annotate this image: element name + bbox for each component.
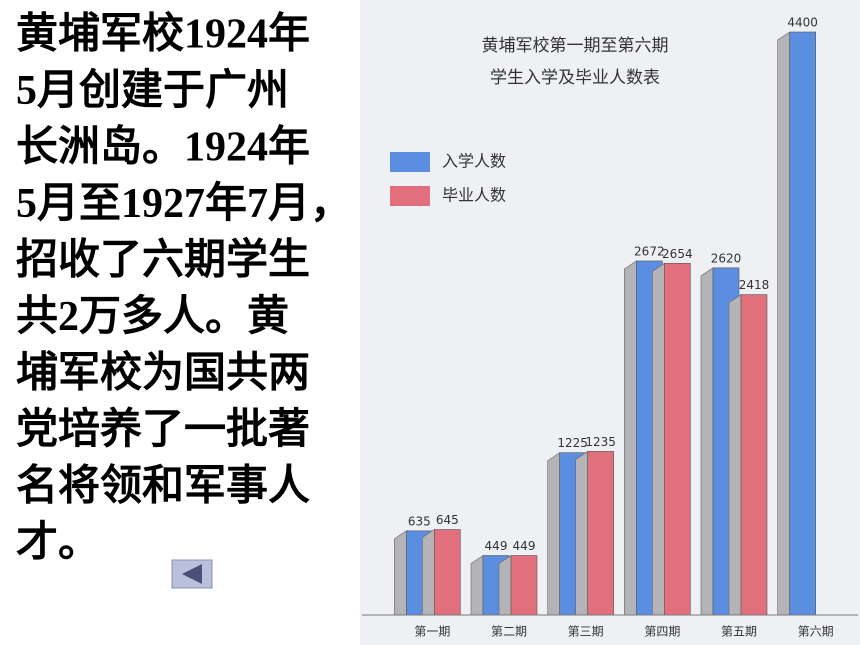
back-button-arrow[interactable]	[182, 564, 202, 584]
bar	[664, 263, 691, 616]
bar	[789, 31, 816, 616]
bar	[740, 294, 768, 616]
value-label: 2672	[634, 244, 665, 258]
bar-side	[470, 554, 484, 616]
bar-side	[575, 450, 588, 616]
bar-side	[777, 31, 790, 616]
slide-text-line: 才。	[16, 519, 100, 566]
chart-subtitle: 学生入学及毕业人数表	[490, 68, 660, 88]
slide-text-line: 名将领和军事人	[16, 463, 310, 510]
x-tick-label: 第四期	[644, 625, 680, 639]
bar	[587, 451, 614, 616]
value-label: 1225	[557, 436, 588, 450]
value-label: 2654	[662, 247, 693, 261]
bar-side	[498, 554, 512, 616]
bar	[510, 555, 538, 616]
value-label: 449	[485, 539, 508, 553]
x-tick-label: 第六期	[798, 625, 834, 639]
bar-side	[652, 262, 665, 616]
legend-swatch	[390, 152, 430, 172]
value-label: 645	[436, 513, 459, 527]
value-label: 2620	[711, 251, 742, 265]
slide-text-line: 5月创建于广州	[16, 67, 289, 114]
x-tick-label: 第五期	[721, 625, 757, 639]
slide-text-line: 埔军校为国共两	[16, 350, 310, 397]
bar	[434, 529, 461, 616]
legend-label: 毕业人数	[442, 186, 506, 205]
value-label: 4400	[787, 16, 818, 30]
slide-text-line: 长洲岛。1924年	[16, 124, 310, 171]
bar-side	[700, 267, 714, 616]
chart-title: 黄埔军校第一期至第六期	[482, 36, 669, 56]
value-label: 635	[408, 514, 431, 528]
slide-text-line: 5月至1927年7月，	[16, 180, 352, 227]
legend-label: 入学人数	[442, 152, 506, 171]
bar-side	[547, 452, 560, 616]
bar-side	[422, 528, 435, 616]
slide-text-line: 黄埔军校1924年	[16, 11, 310, 58]
legend-swatch	[390, 186, 430, 206]
bar-side	[394, 530, 407, 616]
x-tick-label: 第一期	[414, 625, 450, 639]
value-label: 1235	[585, 435, 616, 449]
slide-text-line: 招收了六期学生	[16, 237, 310, 284]
value-label: 449	[513, 539, 536, 553]
slide-text-line: 共2万多人。黄	[16, 293, 289, 340]
value-label: 2418	[739, 278, 770, 292]
back-button[interactable]	[171, 559, 213, 589]
slide-text-line: 党培养了一批著	[16, 406, 310, 453]
x-tick-label: 第三期	[568, 625, 604, 639]
bar-side	[624, 260, 637, 616]
bar-side	[728, 294, 742, 616]
x-tick-label: 第二期	[491, 625, 527, 639]
